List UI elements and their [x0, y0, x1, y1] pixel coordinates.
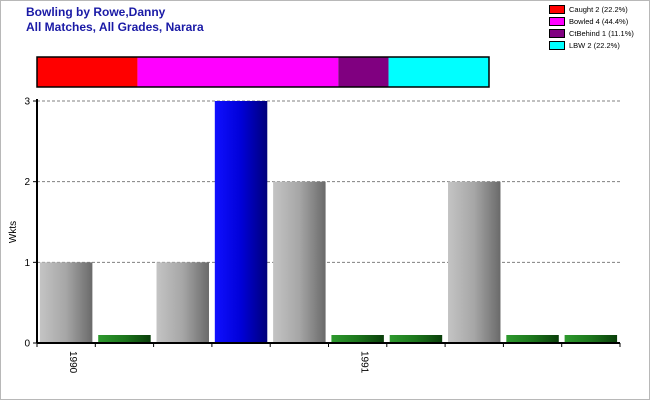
- bar: [39, 262, 93, 343]
- bar: [331, 335, 384, 343]
- legend-swatch-bowled: [549, 17, 565, 26]
- legend-swatch-ctbehind: [549, 29, 565, 38]
- y-axis-ticks: 0 1 2 3: [24, 97, 37, 350]
- x-tick-label: 1990: [67, 351, 78, 374]
- summary-bar: [36, 56, 490, 88]
- y-axis-title: Wkts: [8, 221, 19, 243]
- summary-bar-border: [36, 56, 490, 88]
- grid-lines: [37, 100, 620, 263]
- bar: [156, 262, 209, 343]
- bar: [564, 335, 618, 343]
- x-axis-ticks: 1990 1991: [36, 343, 621, 374]
- legend-label-bowled: Bowled 4 (44.4%): [569, 17, 629, 26]
- chart-title: Bowling by Rowe,Danny: [26, 5, 166, 19]
- bar: [448, 181, 501, 343]
- chart-subtitle: All Matches, All Grades, Narara: [26, 20, 204, 34]
- legend-label-lbw: LBW 2 (22.2%): [569, 41, 620, 50]
- summary-segment-lbw: [388, 57, 489, 87]
- legend-item-lbw: LBW 2 (22.2%): [549, 40, 649, 51]
- legend-swatch-lbw: [549, 41, 565, 50]
- y-tick-label: 2: [24, 177, 30, 188]
- bar: [389, 335, 443, 343]
- legend-item-bowled: Bowled 4 (44.4%): [549, 16, 649, 27]
- summary-segment-bowled: [137, 57, 339, 87]
- legend-label-ctbehind: CtBehind 1 (11.1%): [569, 29, 634, 38]
- axes: [36, 99, 620, 344]
- summary-segment-caught: [37, 57, 138, 87]
- y-tick-label: 3: [24, 97, 30, 108]
- bar: [98, 335, 151, 343]
- legend-label-caught: Caught 2 (22.2%): [569, 5, 628, 14]
- legend-item-ctbehind: CtBehind 1 (11.1%): [549, 28, 649, 39]
- x-tick-label: 1991: [359, 351, 370, 374]
- legend-swatch-caught: [549, 5, 565, 14]
- bars: [39, 101, 618, 343]
- y-tick-label: 0: [24, 339, 30, 350]
- y-tick-label: 1: [24, 258, 30, 269]
- legend-item-caught: Caught 2 (22.2%): [549, 4, 649, 15]
- legend: Caught 2 (22.2%) Bowled 4 (44.4%) CtBehi…: [549, 4, 649, 52]
- bar: [273, 181, 326, 343]
- bar: [214, 101, 268, 343]
- summary-segment-ctbehind: [338, 57, 389, 87]
- bar: [506, 335, 559, 343]
